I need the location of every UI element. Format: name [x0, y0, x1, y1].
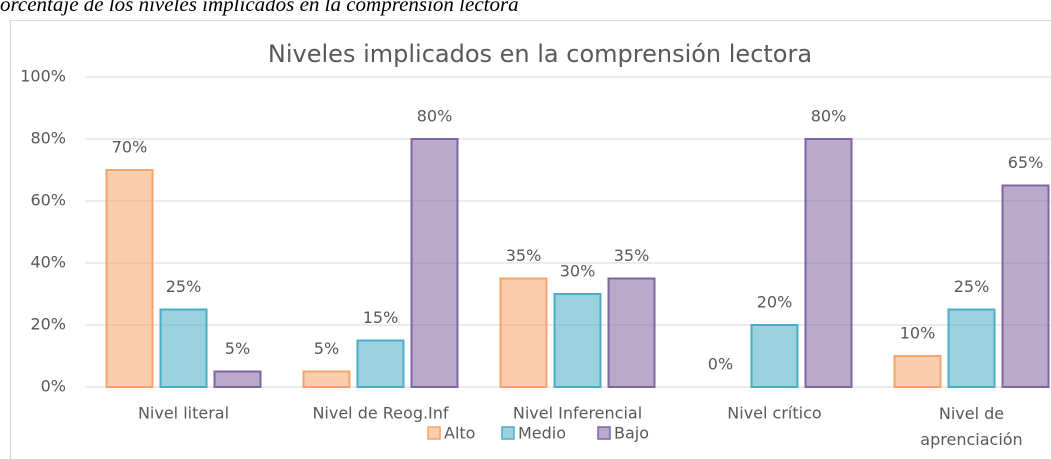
legend-swatch [501, 426, 515, 440]
caption: orcentaje de los niveles implicados en l… [0, 0, 519, 16]
bar [607, 277, 656, 388]
bar [105, 169, 154, 388]
data-label: 25% [954, 277, 990, 296]
data-label: 65% [1008, 153, 1044, 172]
legend-swatch [597, 426, 611, 440]
x-tick-label: Nivel literal [138, 404, 229, 423]
bar [750, 324, 799, 388]
bar [1001, 184, 1050, 388]
x-tick-label: Nivel de Reog.Inf [312, 404, 448, 423]
bar [947, 308, 996, 388]
data-label: 20% [757, 293, 793, 312]
data-label: 10% [900, 324, 936, 343]
y-tick-label: 100% [20, 67, 66, 86]
bar [499, 277, 548, 388]
data-label: 25% [166, 277, 202, 296]
y-tick-label: 20% [30, 315, 66, 334]
bar [356, 339, 405, 388]
bar [213, 370, 262, 388]
data-label: 0% [708, 355, 733, 374]
data-label: 35% [614, 246, 650, 265]
bar [302, 370, 351, 388]
legend-label: Alto [444, 424, 475, 443]
bar [804, 138, 853, 388]
y-tick-label: 80% [30, 129, 66, 148]
bar [893, 355, 942, 388]
data-label: 5% [314, 339, 339, 358]
data-label: 35% [506, 246, 542, 265]
x-tick-label: Nivel de aprenciación [920, 404, 1022, 449]
data-label: 30% [560, 262, 596, 281]
legend-label: Bajo [614, 424, 649, 443]
data-label: 80% [417, 107, 453, 126]
data-label: 70% [112, 138, 148, 157]
chart-frame [10, 20, 1051, 459]
y-tick-label: 0% [41, 377, 66, 396]
x-tick-label: Nivel crítico [727, 404, 821, 423]
y-tick-label: 60% [30, 191, 66, 210]
y-tick-label: 40% [30, 253, 66, 272]
legend-swatch [427, 426, 441, 440]
x-tick-label: Nivel Inferencial [513, 404, 642, 423]
data-label: 5% [225, 339, 250, 358]
bar [159, 308, 208, 388]
data-label: 15% [363, 308, 399, 327]
bar [410, 138, 459, 388]
legend-label: Medio [518, 424, 566, 443]
bar [553, 293, 602, 388]
chart-title: Niveles implicados en la comprensión lec… [268, 40, 812, 68]
data-label: 80% [811, 107, 847, 126]
